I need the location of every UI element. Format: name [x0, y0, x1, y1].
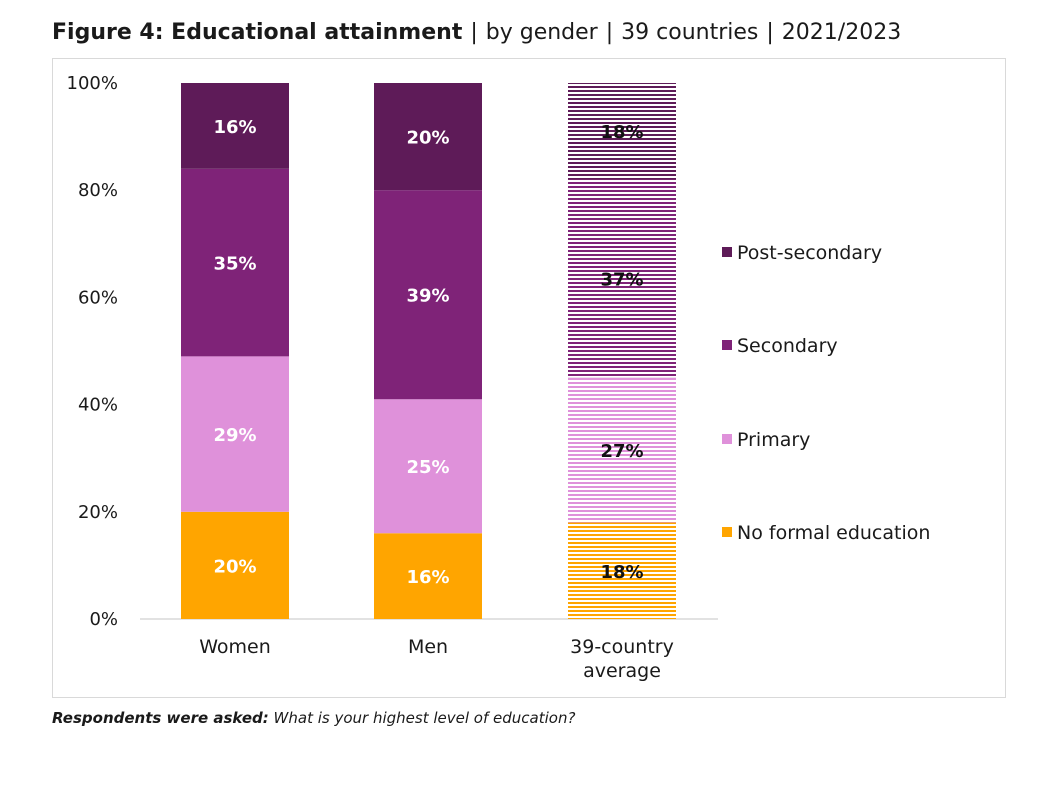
data-label: 18%: [600, 122, 643, 143]
legend-swatch-post-secondary: [722, 247, 732, 257]
legend-label: Post-secondary: [737, 242, 882, 264]
data-label: 16%: [406, 567, 449, 588]
x-tick-label: Women: [199, 636, 271, 658]
bar-segment-no-formal-education: [181, 511, 289, 619]
footnote-question: What is your highest level of education?: [273, 709, 576, 727]
footnote: Respondents were asked: What is your hig…: [52, 709, 575, 727]
data-label: 20%: [406, 128, 449, 149]
figure-title: Figure 4: Educational attainment | by gend…: [52, 20, 901, 45]
figure-title-main: Figure 4: Educational attainment: [52, 20, 463, 45]
legend-swatch-no-formal-education: [722, 527, 732, 537]
data-label: 29%: [213, 425, 256, 446]
bar-hatch-overlay: [568, 83, 676, 180]
data-label: 35%: [213, 254, 256, 275]
y-tick-label: 60%: [78, 287, 118, 308]
data-label: 27%: [600, 441, 643, 462]
x-tick-label: Men: [408, 636, 448, 658]
bar-segment-secondary: [181, 168, 289, 357]
bar-segment-primary: [181, 356, 289, 512]
title-part-years: 2021/2023: [781, 20, 902, 45]
data-label: 18%: [600, 562, 643, 583]
data-label: 25%: [406, 457, 449, 478]
y-tick-label: 80%: [78, 180, 118, 201]
y-tick-label: 100%: [67, 73, 118, 94]
footnote-label: Respondents were asked:: [52, 709, 269, 727]
bar-segment-post-secondary: [374, 83, 482, 191]
legend-label: Secondary: [737, 335, 838, 357]
title-part-gender: by gender: [485, 20, 598, 45]
bar-hatch-overlay: [568, 522, 676, 619]
chart-frame: [52, 58, 1006, 698]
bar-segment-secondary: [374, 190, 482, 400]
x-tick-label: average: [583, 660, 661, 682]
bar-hatch-overlay: [568, 179, 676, 378]
data-label: 16%: [213, 117, 256, 138]
data-label: 37%: [600, 270, 643, 291]
bar-segment-primary: [374, 399, 482, 534]
legend-swatch-primary: [722, 434, 732, 444]
legend-swatch-secondary: [722, 340, 732, 350]
legend-label: Primary: [737, 429, 810, 451]
title-separator: |: [605, 20, 614, 45]
title-part-countries: 39 countries: [621, 20, 759, 45]
x-tick-label: 39-country: [570, 636, 674, 658]
bar-segment-post-secondary: [181, 83, 289, 169]
bar-hatch-overlay: [568, 377, 676, 523]
data-label: 20%: [213, 556, 256, 577]
title-separator: |: [766, 20, 774, 45]
y-tick-label: 40%: [78, 395, 118, 416]
title-separator: |: [470, 20, 478, 45]
y-tick-label: 20%: [78, 502, 118, 523]
y-tick-label: 0%: [89, 609, 118, 630]
legend-label: No formal education: [737, 522, 930, 544]
data-label: 39%: [406, 286, 449, 307]
bar-segment-no-formal-education: [374, 533, 482, 619]
